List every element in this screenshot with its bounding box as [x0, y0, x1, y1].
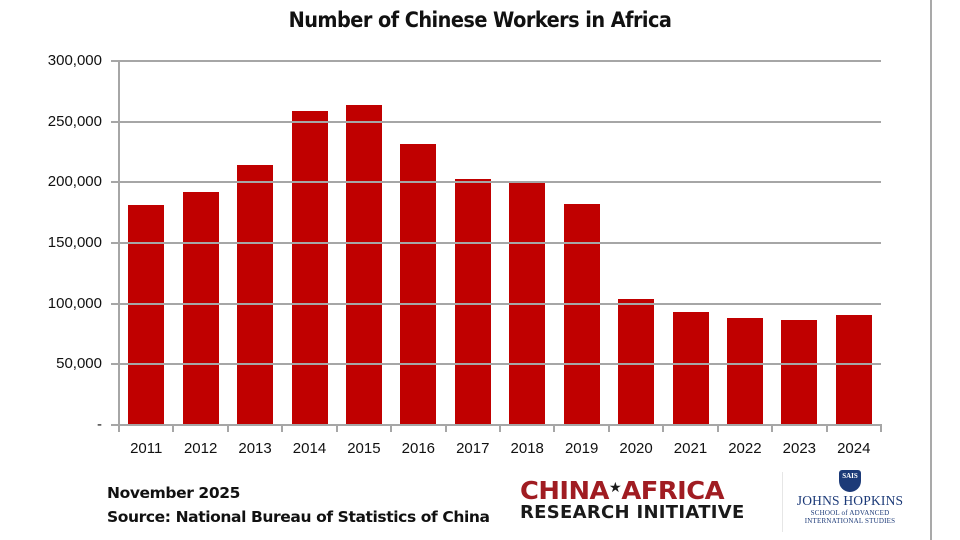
- bar-2011: [128, 205, 165, 425]
- x-tick-label: 2015: [347, 440, 381, 457]
- x-tick-label: 2014: [292, 440, 327, 457]
- y-tick: [111, 242, 119, 244]
- bar-2015: [345, 105, 382, 425]
- x-tick: [662, 424, 665, 432]
- y-tick: [111, 60, 119, 62]
- x-tick: [771, 424, 774, 432]
- y-tick-label: 300,000: [47, 52, 102, 69]
- chart-title: Number of Chinese Workers in Africa: [288, 8, 672, 32]
- y-tick-label: 50,000: [56, 355, 102, 373]
- y-tick-label: 150,000: [47, 234, 102, 251]
- y-tick: [111, 120, 119, 123]
- x-tick: [335, 424, 338, 432]
- bar-2024: [835, 315, 872, 425]
- gridline: [119, 302, 881, 305]
- bar-2017: [454, 179, 491, 425]
- bar-2023: [781, 320, 818, 425]
- footer-date: November 2025: [107, 484, 240, 502]
- x-tick: [716, 424, 719, 432]
- y-tick: [111, 363, 119, 366]
- x-tick-label: 2021: [673, 440, 708, 457]
- gridline: [119, 242, 881, 244]
- x-tick-label: 2017: [456, 440, 490, 457]
- x-tick-label: 2022: [728, 440, 762, 457]
- x-tick: [226, 424, 229, 432]
- x-tick: [825, 424, 828, 432]
- logo-text-china: CHINA: [520, 476, 609, 505]
- china-africa-research-initiative-logo: CHINA★AFRICA RESEARCH INITIATIVE: [520, 478, 770, 523]
- gridline: [119, 181, 881, 184]
- logo-text-international-studies: INTERNATIONAL STUDIES: [804, 517, 896, 525]
- logo-text-africa: AFRICA: [621, 476, 725, 505]
- bar-2014: [291, 110, 328, 425]
- x-tick: [118, 424, 120, 432]
- logo-divider: [782, 472, 783, 532]
- sais-shield-icon: SAIS: [839, 470, 861, 492]
- bar-2021: [672, 312, 709, 425]
- gridline: [119, 120, 881, 123]
- star-icon: ★: [608, 480, 622, 496]
- x-tick-label: 2020: [619, 440, 653, 457]
- x-tick: [553, 424, 556, 432]
- bar-2020: [618, 299, 655, 425]
- footer-source: Source: National Bureau of Statistics of…: [107, 508, 490, 526]
- x-tick-label: 2018: [510, 440, 544, 457]
- x-tick: [390, 424, 393, 432]
- y-tick-label: 250,000: [47, 112, 102, 130]
- x-tick-label: 2024: [837, 440, 871, 457]
- johns-hopkins-sais-logo: SAIS JOHNS HOPKINS SCHOOL of ADVANCED IN…: [790, 470, 910, 525]
- x-tick-label: 2011: [130, 440, 163, 457]
- x-tick-label: 2016: [401, 440, 436, 457]
- y-tick: [111, 424, 119, 426]
- y-tick: [111, 302, 119, 305]
- logo-text-johns-hopkins: JOHNS HOPKINS: [796, 493, 904, 508]
- x-tick: [499, 424, 501, 432]
- bar-2012: [182, 192, 219, 425]
- x-tick-label: 2012: [183, 440, 218, 457]
- x-tick: [607, 424, 610, 432]
- x-tick-label: 2013: [238, 440, 272, 457]
- x-tick-label: 2023: [782, 440, 817, 457]
- bar-2022: [726, 318, 763, 425]
- x-tick: [172, 424, 175, 432]
- bar-2016: [400, 143, 437, 425]
- x-tick: [880, 424, 882, 432]
- y-tick-label: 200,000: [47, 173, 102, 191]
- gridline: [119, 363, 881, 366]
- y-tick: [111, 181, 119, 184]
- x-tick: [444, 424, 447, 432]
- logo-text-research-initiative: RESEARCH INITIATIVE: [520, 502, 745, 523]
- y-tick-label: 100,000: [47, 294, 102, 312]
- plot-area: [111, 60, 882, 432]
- x-tick: [281, 424, 284, 432]
- right-border-line: [930, 0, 932, 540]
- logo-text-school: SCHOOL of ADVANCED: [810, 509, 890, 517]
- y-tick-label: -: [97, 416, 102, 433]
- x-tick-label: 2019: [564, 440, 599, 457]
- bar-2013: [237, 164, 274, 425]
- gridline: [119, 60, 881, 62]
- bar-2019: [563, 203, 600, 425]
